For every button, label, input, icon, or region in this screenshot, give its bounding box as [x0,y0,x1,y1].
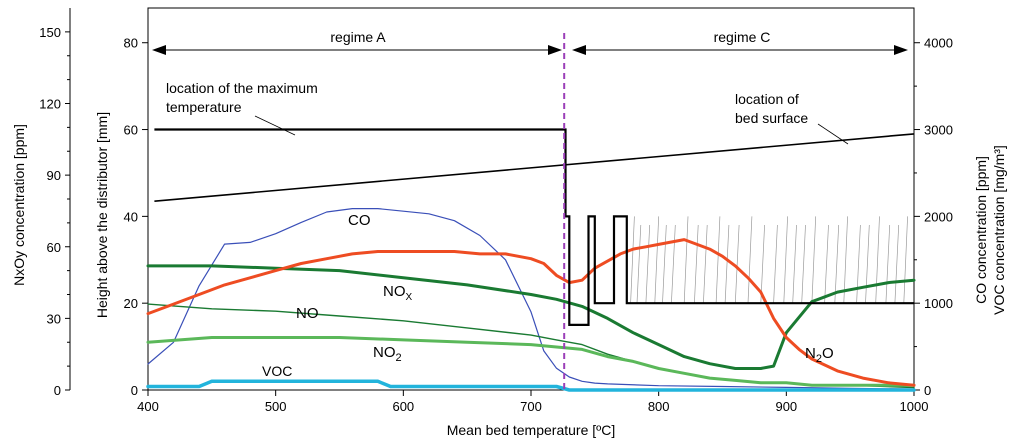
outer-y-tick-label: 120 [39,97,61,112]
x-tick-label: 500 [265,399,287,414]
regime-a-label: regime A [330,29,386,45]
regime-c-arrow [572,45,908,55]
right-y-axis-title-2: VOC concentration [mg/m³] [991,145,1007,315]
right-y-tick-label: 4000 [924,36,953,51]
label-n2o-tail: O [822,345,834,362]
x-tick-label: 400 [137,399,159,414]
plot-frame [147,7,915,391]
label-n2o-sub: 2 [816,353,822,365]
label-no2-sub: 2 [396,352,402,364]
label-nox-base: NO [383,283,406,300]
series-no2-line [146,336,916,387]
label-n2o: N2O [805,345,834,365]
label-no2-base: NO [373,344,396,361]
series-layer [146,128,916,392]
axes-layer: 400 500 600 700 800 900 1000020406080030609012… [39,8,953,414]
annotation-bed-surface-line2: bed surface [735,110,808,126]
series-nox-line [146,264,916,370]
series-co-line [147,208,915,390]
x-tick-label: 1000 [900,399,929,414]
x-tick-label: 800 [648,399,670,414]
right-y-tick-label: 3000 [924,123,953,138]
label-n2o-base: N [805,345,816,362]
regime-a-arrow [152,45,562,55]
x-tick-label: 900 [775,399,797,414]
label-co: CO [348,212,371,229]
annotation-max-temperature-line1: location of the maximum [166,80,318,96]
inner-y-tick-label: 40 [124,209,138,224]
regime-c-label: regime C [714,29,771,45]
label-no: NO [296,305,319,322]
series-n2o-line [146,238,916,387]
x-tick-label: 700 [520,399,542,414]
outer-y-axis-title: NxOy concentration [ppm] [11,124,27,286]
inner-y-tick-label: 60 [124,123,138,138]
outer-y-tick-label: 30 [47,311,61,326]
height-line-max-temperature-location [154,128,914,326]
inner-y-tick-label: 20 [124,296,138,311]
label-nox: NOX [383,283,413,303]
right-y-tick-label: 2000 [924,209,953,224]
x-axis-title: Mean bed temperature [ºC] [447,422,616,438]
annotation-bed-surface-line1: location of [735,91,799,107]
label-voc: VOC [262,363,292,379]
height-line-bed-surface-location [154,133,915,202]
max-temperature-oscillation [630,216,908,304]
right-y-tick-label: 0 [924,383,931,398]
outer-y-tick-label: 60 [47,240,61,255]
label-nox-sub: X [406,292,413,303]
right-y-axis-title-1: CO concentration [ppm] [973,156,989,304]
annotation-max-temperature-leader [254,115,296,136]
annotation-bed-surface-leader [817,123,849,145]
inner-y-axis-title: Height above the distributor [mm] [94,112,110,318]
inner-y-tick-label: 80 [124,36,138,51]
label-no2: NO2 [373,344,402,364]
outer-y-tick-label: 0 [54,383,61,398]
annotation-max-temperature-line2: temperature [166,99,242,115]
right-y-tick-label: 1000 [924,296,953,311]
outer-y-tick-label: 90 [47,168,61,183]
outer-y-tick-label: 150 [39,25,61,40]
inner-y-tick-label: 0 [131,383,138,398]
x-tick-label: 600 [392,399,414,414]
